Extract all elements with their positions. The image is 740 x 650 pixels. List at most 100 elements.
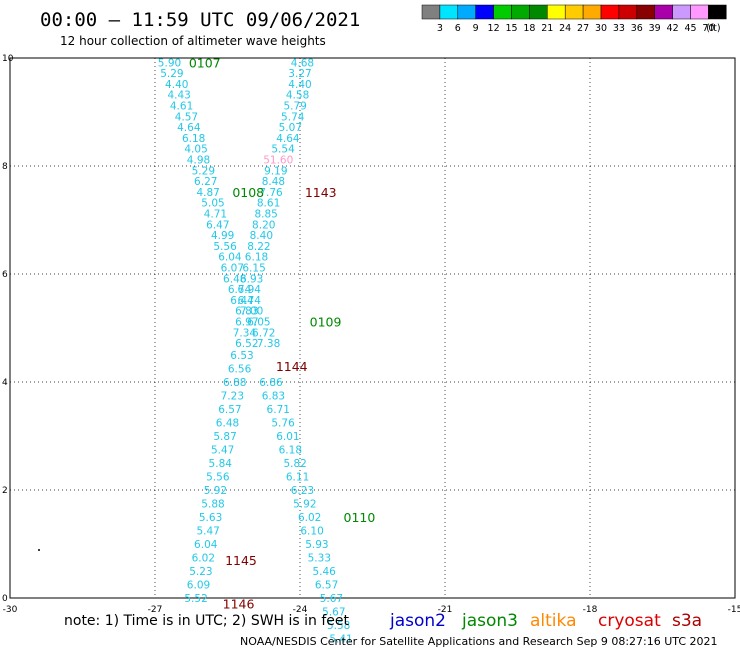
color-scale-tick: 39 [649, 23, 661, 34]
color-scale-tick: 12 [488, 23, 500, 34]
wave-height-label: 4.05 [184, 144, 207, 156]
color-scale-tick: 33 [613, 23, 625, 34]
wave-height-label: 5.41 [329, 634, 352, 646]
color-swatch [654, 4, 673, 20]
wave-height-label: 5.05 [201, 198, 224, 210]
wave-height-label: 6.02 [298, 512, 321, 524]
wave-height-label: 5.92 [204, 485, 227, 497]
wave-height-label: 6.97 [235, 317, 258, 329]
wave-height-label: 6.01 [276, 431, 299, 443]
wave-height-label: 6.04 [194, 539, 218, 551]
pass-time-label: 1143 [305, 185, 337, 200]
satellite-legend: jason2 jason3 altika cryosat s3a [389, 611, 702, 631]
wave-height-label: 6.94 [238, 284, 262, 296]
wave-height-label: 6.15 [242, 263, 265, 275]
wave-height-label: 6.48 [223, 273, 246, 285]
wave-height-label: 4.57 [175, 111, 198, 123]
wave-height-label: 5.84 [209, 458, 233, 470]
wave-height-label: 6.53 [230, 350, 253, 362]
axis-ticks: -30 -27 -24 -21 -18 -15 0 2 4 6 8 10 [2, 54, 740, 615]
color-swatch [564, 4, 584, 20]
wave-height-label: 5.92 [293, 499, 316, 511]
y-tick-label: 4 [2, 378, 8, 388]
wave-height-label: 4.61 [170, 101, 193, 113]
color-scale-tick: 21 [541, 23, 553, 34]
wave-height-label: 5.82 [283, 458, 306, 470]
color-scale-tick: 27 [577, 23, 589, 34]
pass-time-label: 1144 [276, 359, 308, 374]
color-swatch [672, 4, 691, 20]
color-swatch [618, 4, 638, 20]
color-scale-tick: 24 [559, 23, 571, 34]
satellite-legend-item: cryosat [598, 611, 661, 631]
x-tick-label: -27 [148, 605, 163, 615]
wave-height-label: 4.64 [177, 122, 201, 134]
color-scale-tick: 45 [684, 23, 696, 34]
wave-height-label: 4.40 [165, 79, 188, 91]
color-scale-tick: 3 [437, 23, 443, 34]
wave-height-label: 8.85 [254, 209, 277, 221]
wave-height-label: 6.47 [206, 219, 229, 231]
wave-height-label: 5.93 [305, 539, 328, 551]
wave-height-label: 5.47 [196, 526, 219, 538]
wave-height-label: 6.11 [286, 472, 309, 484]
wave-height-label: 6.88 [223, 377, 246, 389]
plot-frame [9, 57, 736, 599]
wave-height-label: 5.63 [199, 512, 222, 524]
stray-dot [38, 549, 40, 551]
wave-height-label: 6.86 [259, 377, 283, 389]
wave-height-label: 8.48 [262, 176, 285, 188]
wave-height-labels: 5.905.294.404.434.614.574.646.184.054.98… [158, 57, 353, 645]
color-swatch [547, 4, 566, 20]
wave-height-label: 6.07 [221, 263, 244, 275]
wave-height-label: 5.88 [201, 499, 224, 511]
wave-height-label: 5.52 [184, 593, 207, 605]
wave-height-label: 6.18 [245, 252, 268, 264]
wave-height-label: 4.43 [167, 90, 190, 102]
plot-grid [9, 57, 736, 599]
wave-height-label: 5.46 [312, 566, 336, 578]
wave-height-label: 5.79 [283, 101, 306, 113]
wave-height-label: 6.57 [218, 404, 241, 416]
wave-height-label: 6.02 [192, 553, 215, 565]
color-swatch [529, 4, 548, 20]
wave-height-label: 6.10 [300, 526, 323, 538]
wave-height-label: 6.09 [187, 580, 210, 592]
wave-height-label: 4.71 [204, 209, 227, 221]
x-tick-label: -18 [583, 605, 598, 615]
y-tick-label: 2 [2, 486, 8, 496]
wave-height-label: 7.00 [240, 306, 263, 318]
wave-height-label: 5.07 [279, 122, 302, 134]
wave-height-label: 6.57 [315, 580, 338, 592]
wave-height-label: 7.38 [257, 338, 280, 350]
wave-height-label: 5.58 [327, 620, 350, 632]
wave-height-label: 6.04 [218, 252, 242, 264]
wave-height-label: 5.23 [189, 566, 212, 578]
color-swatch [475, 4, 494, 20]
wave-height-label: 51.60 [263, 155, 293, 167]
wave-height-label: 3.27 [288, 68, 311, 80]
wave-height-label: 5.67 [322, 607, 345, 619]
wave-height-label: 6.71 [267, 404, 290, 416]
satellite-legend-item: s3a [672, 611, 702, 631]
wave-height-label: 8.40 [250, 230, 273, 242]
satellite-legend-item: jason2 [389, 611, 446, 631]
color-scale-tick: 18 [523, 23, 535, 34]
pass-time-label: 0107 [189, 55, 221, 70]
x-tick-label: -30 [3, 605, 18, 615]
color-swatch [582, 4, 602, 20]
color-swatch [708, 4, 727, 20]
pass-time-label: 0109 [310, 315, 342, 330]
wave-height-label: 5.54 [271, 144, 295, 156]
wave-height-label: 4.58 [286, 90, 309, 102]
wave-height-label: 6.27 [194, 176, 217, 188]
wave-height-label: 5.33 [308, 553, 331, 565]
wave-height-label: 7.23 [221, 391, 244, 403]
color-swatch [493, 4, 512, 20]
pass-time-labels: 0107 0108 1143 0109 1144 0110 1145 1146 [189, 55, 376, 611]
color-swatch [439, 4, 459, 20]
wave-height-label: 6.56 [228, 364, 252, 376]
wave-height-label: 6.44 [230, 295, 254, 307]
color-scale-legend: 3 6 9 12 15 18 21 24 27 30 33 36 39 42 45 70(ft) [421, 4, 727, 34]
color-swatch [636, 4, 655, 20]
